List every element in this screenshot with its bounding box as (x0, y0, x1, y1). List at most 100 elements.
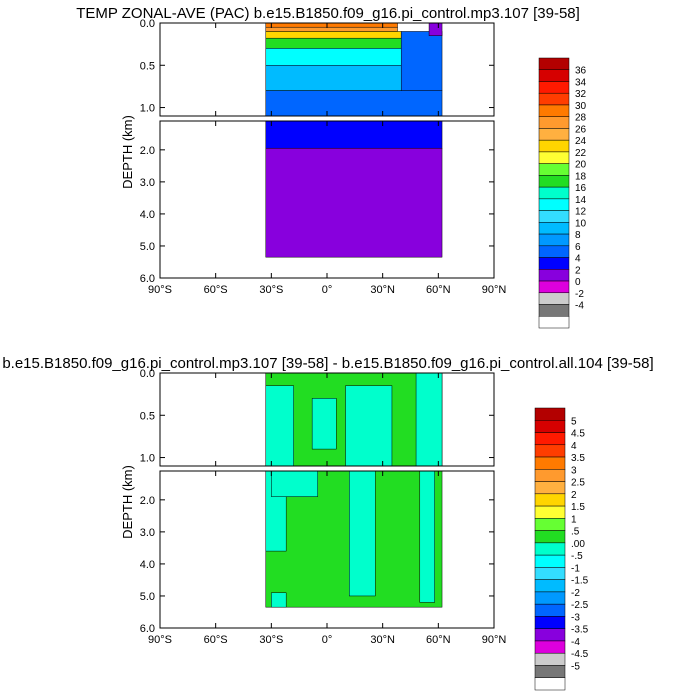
y-tick-label: 4.0 (140, 209, 155, 221)
chart1-title: TEMP ZONAL-AVE (PAC) b.e15.B1850.f09_g16… (76, 5, 580, 22)
colorbar-swatch (538, 257, 570, 270)
colorbar-label: 2.5 (571, 478, 585, 489)
colorbar-swatch (534, 665, 566, 678)
contour-region (428, 22, 443, 36)
y-tick-label: 1.0 (140, 103, 155, 115)
y-tick-label: 3.0 (140, 177, 155, 189)
x-tick-label: 30°S (259, 634, 283, 646)
colorbar-label: -4 (575, 301, 584, 312)
colorbar-label: 34 (575, 77, 587, 88)
colorbar-swatch (538, 57, 570, 70)
colorbar-swatch (534, 444, 566, 458)
x-tick-label: 60°N (426, 634, 451, 646)
colorbar-swatch (538, 269, 570, 282)
contour-region (349, 470, 376, 597)
contour-region (265, 48, 411, 66)
colorbar-swatch (534, 420, 566, 433)
colorbar-label: -4.5 (571, 649, 589, 660)
colorbar-swatch (534, 542, 566, 556)
colorbar-swatch (534, 579, 566, 593)
colorbar-label: -1 (571, 563, 580, 574)
contour-region (311, 398, 337, 450)
colorbar-swatch (538, 233, 570, 247)
colorbar-label: 2 (571, 490, 577, 501)
x-tick-label: 90°N (482, 284, 507, 296)
colorbar-swatch (534, 603, 566, 617)
y-tick-label: 2.0 (140, 495, 155, 507)
contour-region (271, 592, 287, 608)
colorbar-swatch (534, 469, 566, 482)
colorbar-swatch (538, 128, 570, 141)
colorbar-swatch (538, 81, 570, 94)
colorbar-label: 28 (575, 113, 587, 124)
colorbar-label: -4 (571, 637, 580, 648)
x-tick-label: 30°N (370, 634, 395, 646)
colorbar-swatch (534, 616, 566, 629)
x-tick-label: 90°S (148, 634, 172, 646)
contour-region (265, 120, 443, 149)
colorbar-swatch (534, 481, 566, 495)
colorbar-label: .5 (571, 527, 580, 538)
contour-region (265, 26, 398, 32)
x-tick-label: 90°S (148, 284, 172, 296)
colorbar-swatch (538, 116, 570, 129)
colorbar-label: 10 (575, 218, 587, 229)
contour-region (419, 470, 435, 603)
chart1-ylabel: DEPTH (km) (120, 115, 135, 189)
colorbar-label: 1 (571, 514, 577, 525)
colorbar-label: 0 (575, 277, 581, 288)
colorbar-swatch (534, 628, 566, 642)
y-tick-label: 0.5 (140, 60, 155, 72)
colorbar-swatch (538, 92, 570, 106)
x-tick-label: 0° (322, 284, 333, 296)
colorbar-label: 14 (575, 195, 587, 206)
colorbar-swatch (534, 505, 566, 519)
colorbar-swatch (538, 151, 570, 164)
contour-region (400, 31, 443, 91)
colorbar-label: 32 (575, 89, 587, 100)
colorbar-swatch (538, 280, 570, 294)
contour-region (265, 37, 406, 49)
colorbar-label: -5 (571, 661, 580, 672)
colorbar-swatch (534, 530, 566, 544)
colorbar-label: 24 (575, 136, 587, 147)
y-tick-label: 0.0 (140, 18, 155, 30)
colorbar-swatch (534, 640, 566, 654)
contour-region (265, 65, 421, 91)
contour-region (265, 90, 443, 117)
colorbar-swatch (534, 591, 566, 605)
colorbar-label: -2.5 (571, 600, 589, 611)
y-tick-label: 4.0 (140, 559, 155, 571)
chart2-ylabel: DEPTH (km) (120, 465, 135, 539)
colorbar-label: 1.5 (571, 502, 585, 513)
contour-region (265, 147, 443, 258)
contour-region (345, 385, 393, 467)
colorbar-swatch (538, 139, 570, 153)
colorbar-swatch (534, 407, 566, 421)
colorbar-label: -.5 (571, 551, 583, 562)
colorbar-label: 4.5 (571, 429, 585, 440)
colorbar-label: 16 (575, 183, 587, 194)
colorbar-label: 2 (575, 265, 581, 276)
chart2-lower-panel-fill (265, 470, 443, 608)
colorbar-swatch (538, 304, 570, 317)
colorbar-label: 22 (575, 148, 587, 159)
colorbar-swatch (534, 493, 566, 507)
colorbar-swatch (534, 518, 566, 531)
y-tick-label: 2.0 (140, 145, 155, 157)
colorbar-label: 30 (575, 101, 587, 112)
chart1-axis-ticks: 90°S 60°S 30°S 0° 30°N 60°N 90°N 0.0 0.5 1.0 2.0 3.… (140, 18, 507, 296)
colorbar-label: -1.5 (571, 576, 589, 587)
y-tick-label: 6.0 (140, 273, 155, 285)
x-tick-label: 0° (322, 634, 333, 646)
colorbar-swatch (534, 432, 566, 446)
colorbar-label: -2 (575, 289, 584, 300)
chart-temp-zonal-average: TEMP ZONAL-AVE (PAC) b.e15.B1850.f09_g16… (76, 5, 587, 329)
colorbar-label: 6 (575, 242, 581, 253)
y-tick-label: 1.0 (140, 453, 155, 465)
colorbar-swatch (534, 567, 566, 580)
x-tick-label: 60°N (426, 284, 451, 296)
colorbar-label: 20 (575, 160, 587, 171)
